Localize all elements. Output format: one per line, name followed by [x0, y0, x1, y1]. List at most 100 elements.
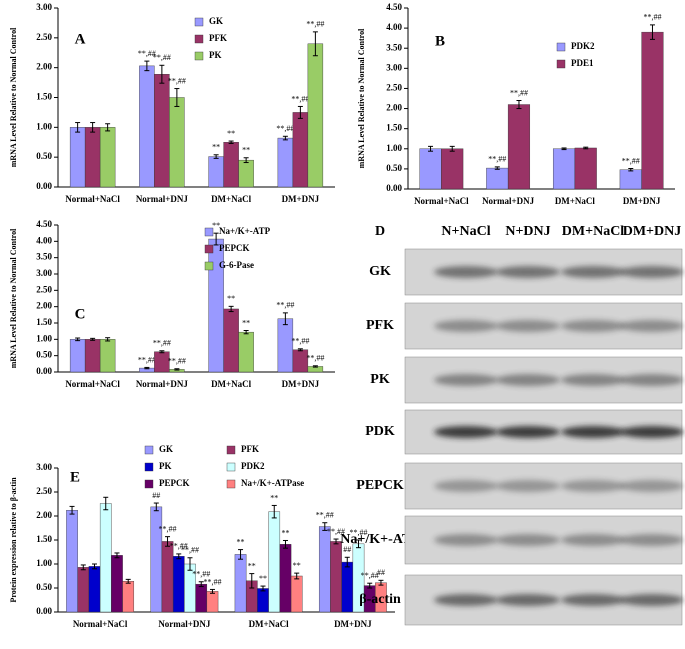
- panel-title: A: [75, 31, 86, 47]
- error-bar: [176, 553, 182, 560]
- row-label: PFK: [366, 318, 394, 333]
- error-bar: [333, 538, 339, 545]
- lane-label: N+NaCl: [441, 224, 490, 239]
- error-bar: [243, 157, 249, 164]
- legend-label: GK: [209, 16, 223, 26]
- significance-label: **,##: [327, 527, 345, 536]
- row-label: PDK: [365, 424, 395, 439]
- y-tick-label: 2.50: [36, 32, 52, 42]
- error-bar: [260, 585, 266, 592]
- y-axis-label: mRNA Level Relative to Normal Control: [9, 27, 18, 167]
- legend-label: PK: [159, 461, 172, 471]
- significance-label: **,##: [192, 570, 210, 579]
- significance-label: **,##: [170, 542, 188, 551]
- error-bar: [312, 31, 318, 57]
- significance-label: **,##: [306, 20, 324, 29]
- bar: [234, 554, 247, 613]
- panel-title: C: [75, 306, 86, 322]
- legend-swatch: [144, 462, 154, 472]
- bar: [66, 510, 78, 613]
- bar: [290, 575, 303, 613]
- bar: [486, 167, 509, 190]
- error-bar: [428, 145, 434, 152]
- y-tick-label: 4.50: [36, 219, 52, 229]
- bar: [99, 339, 116, 373]
- significance-label: **,##: [168, 76, 186, 85]
- error-bar: [294, 572, 300, 580]
- panel-title: E: [70, 469, 80, 485]
- bar: [318, 526, 331, 613]
- significance-label: **,##: [276, 124, 294, 133]
- row-label: Na+/K+-ATP: [340, 532, 420, 547]
- bar: [619, 169, 642, 190]
- x-tick-label: DM+DNJ: [282, 379, 320, 389]
- significance-label: **: [212, 221, 220, 230]
- legend-swatch: [556, 42, 566, 52]
- significance-label: **,##: [153, 53, 171, 62]
- error-bar: [90, 122, 96, 133]
- error-bar: [80, 564, 86, 571]
- error-bar: [628, 167, 634, 172]
- y-tick-label: 0.50: [36, 350, 52, 360]
- y-tick-label: 2.00: [36, 510, 52, 520]
- significance-label: ##: [152, 491, 160, 500]
- significance-label: **: [237, 537, 245, 546]
- blot-strip: [404, 515, 684, 565]
- y-axis-label: mRNA Level Relative to Normal Control: [357, 28, 366, 168]
- y-axis-label: Protein expression relative to β-actin: [9, 477, 18, 603]
- panel-title: B: [435, 33, 445, 49]
- significance-label: **: [270, 493, 278, 502]
- error-bar: [144, 366, 150, 370]
- x-tick-label: DM+DNJ: [623, 196, 661, 206]
- error-bar: [249, 573, 255, 589]
- significance-label: ##: [377, 568, 385, 577]
- legend-label: PDK2: [241, 461, 265, 471]
- significance-label: **: [242, 146, 250, 155]
- blot-band: [496, 320, 560, 332]
- bar: [552, 148, 576, 190]
- blot-strip: [404, 248, 684, 296]
- bar: [84, 127, 101, 188]
- error-bar: [583, 146, 589, 150]
- significance-label: **: [293, 561, 301, 570]
- legend-label: G-6-Pase: [219, 260, 254, 270]
- error-bar: [159, 64, 165, 84]
- y-tick-label: 3.50: [36, 252, 52, 262]
- significance-label: **: [227, 129, 235, 138]
- bar: [223, 308, 239, 373]
- bar: [208, 156, 224, 188]
- significance-label: **,##: [349, 528, 367, 537]
- blot-band: [496, 266, 560, 278]
- lane-label: N+DNJ: [505, 224, 550, 239]
- y-tick-label: 0.50: [386, 163, 402, 173]
- y-tick-label: 1.00: [386, 143, 402, 153]
- y-tick-label: 2.50: [36, 284, 52, 294]
- legend-swatch: [144, 445, 154, 455]
- y-tick-label: 2.50: [36, 486, 52, 496]
- bar: [507, 104, 531, 190]
- bar: [195, 583, 208, 613]
- legend-label: PEPCK: [219, 243, 250, 253]
- row-label: PK: [370, 372, 390, 387]
- blot-strip: [404, 462, 684, 510]
- significance-label: **: [242, 318, 250, 327]
- legend-label: PFK: [241, 444, 259, 454]
- blot-band: [434, 266, 498, 278]
- significance-label: **: [227, 294, 235, 303]
- y-tick-label: 3.00: [36, 268, 52, 278]
- blot-band: [434, 320, 498, 332]
- x-tick-label: Normal+NaCl: [65, 194, 120, 204]
- blot-strip: [404, 302, 684, 350]
- bar: [574, 147, 597, 190]
- bar: [419, 148, 442, 190]
- y-tick-label: 0.00: [36, 606, 52, 616]
- x-tick-label: Normal+NaCl: [65, 379, 120, 389]
- y-tick-label: 3.00: [36, 2, 52, 12]
- significance-label: **,##: [510, 88, 528, 97]
- legend-label: PK: [209, 50, 222, 60]
- error-bar: [228, 305, 234, 313]
- significance-label: **: [212, 143, 220, 152]
- error-bar: [174, 88, 180, 107]
- x-tick-label: DM+DNJ: [334, 619, 372, 629]
- bar: [150, 506, 163, 613]
